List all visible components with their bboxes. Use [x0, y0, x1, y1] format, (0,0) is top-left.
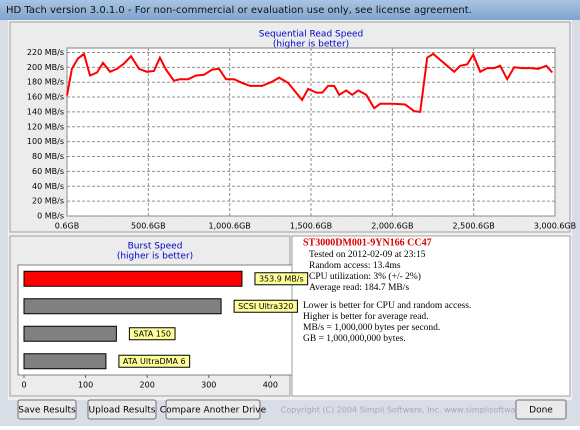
y-tick-label: 20 MB/s — [32, 197, 64, 206]
copyright: Copyright (C) 2004 Simpli Software, Inc.… — [281, 406, 544, 415]
value-label: 353.9 MB/s — [259, 274, 304, 283]
button[interactable] — [515, 399, 567, 420]
read-line — [66, 52, 554, 114]
button[interactable] — [87, 399, 157, 420]
x-tick-label: 100 — [78, 381, 93, 390]
label-box — [128, 327, 176, 341]
x-tick-label: 1,500.6GB — [290, 222, 332, 231]
info-line: CPU utilization: 3% (+/- 2%) — [309, 271, 421, 282]
chart-title: Sequential Read Speed — [259, 30, 364, 40]
bar — [23, 325, 117, 342]
y-tick-label: 200 MB/s — [27, 63, 64, 72]
y-tick-label: 0 MB/s — [37, 212, 64, 221]
y-tick-label: 180 MB/s — [27, 78, 64, 87]
window-title: HD Tach version 3.0.1.0 - For non-commer… — [6, 5, 472, 16]
label-box — [254, 272, 309, 286]
bar — [23, 353, 107, 370]
y-tick-label: 80 MB/s — [32, 152, 64, 161]
info-panel — [291, 235, 571, 397]
label-box — [233, 299, 298, 313]
x-tick-label: 0 — [21, 381, 26, 390]
drive-name: ST3000DM001-9YN166 CC47 — [303, 237, 432, 248]
x-tick-label: 1,000.6GB — [209, 222, 251, 231]
button-label[interactable]: Upload Results — [89, 406, 156, 416]
button[interactable] — [165, 399, 261, 420]
x-tick-label: 300 — [201, 381, 216, 390]
x-tick-label: 2,000.6GB — [371, 222, 413, 231]
bar — [23, 298, 222, 315]
info-note: MB/s = 1,000,000 bytes per second. — [303, 323, 440, 333]
chart-title: Burst Speed — [128, 242, 183, 252]
button-label[interactable]: Save Results — [18, 406, 76, 416]
x-tick-label: 200 — [140, 381, 155, 390]
button-label[interactable]: Compare Another Drive — [160, 406, 267, 416]
y-tick-label: 220 MB/s — [27, 48, 64, 57]
title-bar — [0, 0, 580, 20]
chart-subtitle: (higher is better) — [273, 40, 349, 50]
info-note: Higher is better for average read. — [303, 311, 429, 322]
y-tick-label: 120 MB/s — [27, 122, 64, 131]
bar-label: SATA 150 — [133, 329, 171, 338]
button[interactable] — [17, 399, 77, 420]
info-line: Tested on 2012-02-09 at 23:15 — [309, 250, 426, 260]
info-line: Random access: 13.4ms — [309, 261, 401, 271]
x-tick-label: 400 — [263, 381, 278, 390]
bar-label: SCSI Ultra320 — [238, 302, 293, 311]
bar-label: ATA UltraDMA 6 — [123, 357, 186, 366]
info-note: Lower is better for CPU and random acces… — [303, 300, 471, 311]
label-box — [118, 354, 191, 368]
x-tick-label: 500.6GB — [131, 222, 166, 231]
chart-subtitle: (higher is better) — [117, 252, 193, 262]
info-note: GB = 1,000,000,000 bytes. — [303, 334, 406, 344]
bar — [23, 270, 243, 287]
button-label[interactable]: Done — [529, 406, 553, 416]
y-tick-label: 60 MB/s — [32, 167, 64, 176]
y-tick-label: 100 MB/s — [27, 137, 64, 146]
y-tick-label: 40 MB/s — [32, 182, 64, 191]
x-tick-label: 2,500.6GB — [453, 222, 495, 231]
x-tick-label: 3,000.6GB — [534, 222, 576, 231]
y-tick-label: 140 MB/s — [27, 107, 64, 116]
info-line: Average read: 184.7 MB/s — [309, 283, 409, 293]
y-tick-label: 160 MB/s — [27, 93, 64, 102]
x-tick-label: 0.6GB — [55, 222, 79, 231]
